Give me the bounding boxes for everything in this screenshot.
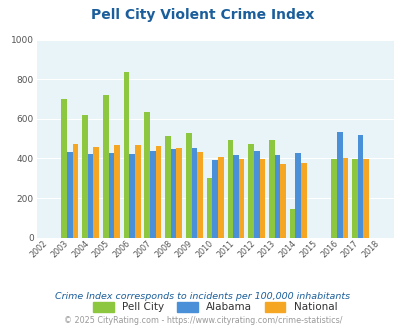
Bar bbox=[197, 152, 202, 238]
Bar bbox=[93, 147, 99, 238]
Bar bbox=[114, 145, 119, 238]
Bar bbox=[301, 163, 306, 238]
Bar bbox=[82, 115, 87, 238]
Bar bbox=[72, 144, 78, 238]
Bar bbox=[176, 148, 181, 238]
Bar bbox=[279, 164, 285, 238]
Bar bbox=[295, 153, 301, 238]
Bar bbox=[362, 159, 368, 238]
Bar bbox=[289, 209, 295, 238]
Bar bbox=[102, 95, 108, 238]
Bar bbox=[185, 133, 191, 238]
Bar bbox=[134, 145, 140, 238]
Bar bbox=[259, 159, 264, 238]
Bar bbox=[87, 154, 93, 238]
Bar bbox=[165, 136, 171, 238]
Text: © 2025 CityRating.com - https://www.cityrating.com/crime-statistics/: © 2025 CityRating.com - https://www.city… bbox=[64, 316, 341, 325]
Bar bbox=[253, 151, 259, 238]
Bar bbox=[61, 99, 67, 238]
Bar bbox=[150, 151, 155, 238]
Bar bbox=[357, 135, 362, 238]
Bar bbox=[171, 148, 176, 238]
Bar bbox=[269, 140, 274, 238]
Bar bbox=[108, 153, 114, 238]
Bar bbox=[238, 159, 244, 238]
Bar bbox=[155, 146, 161, 238]
Text: Crime Index corresponds to incidents per 100,000 inhabitants: Crime Index corresponds to incidents per… bbox=[55, 292, 350, 301]
Bar bbox=[129, 154, 134, 238]
Bar bbox=[232, 155, 238, 238]
Bar bbox=[124, 72, 129, 238]
Bar bbox=[336, 132, 342, 238]
Text: Pell City Violent Crime Index: Pell City Violent Crime Index bbox=[91, 8, 314, 22]
Bar bbox=[351, 159, 357, 238]
Bar bbox=[330, 159, 336, 238]
Bar bbox=[191, 148, 197, 238]
Bar bbox=[274, 155, 279, 238]
Bar bbox=[227, 140, 232, 238]
Bar bbox=[206, 178, 212, 238]
Bar bbox=[212, 160, 217, 238]
Bar bbox=[342, 158, 347, 238]
Bar bbox=[67, 152, 72, 238]
Legend: Pell City, Alabama, National: Pell City, Alabama, National bbox=[93, 302, 337, 313]
Bar bbox=[248, 144, 253, 238]
Bar bbox=[217, 157, 223, 238]
Bar bbox=[144, 112, 150, 238]
